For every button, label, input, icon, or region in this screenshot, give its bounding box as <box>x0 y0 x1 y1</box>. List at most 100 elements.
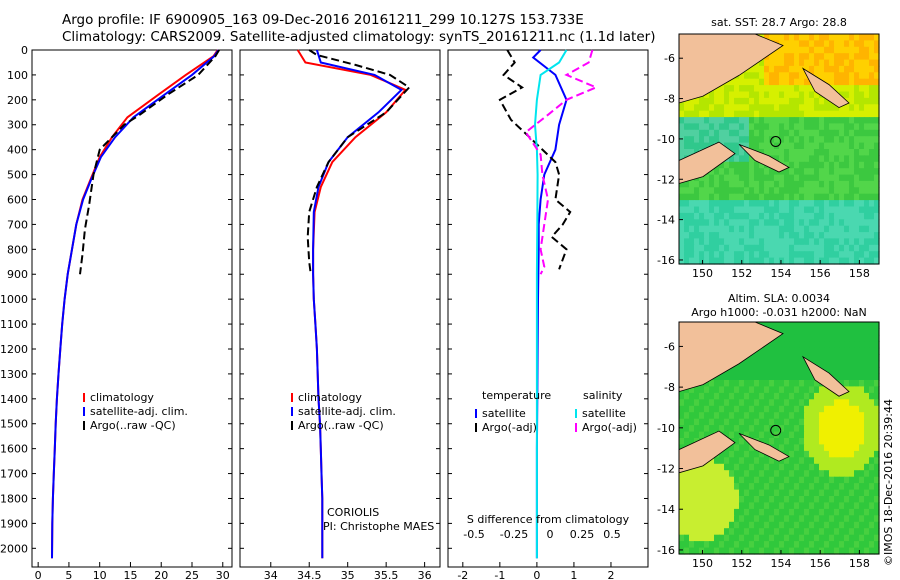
map-pixel <box>819 528 825 536</box>
map-pixel <box>829 322 835 329</box>
map-pixel <box>689 187 695 195</box>
map-pixel <box>709 123 715 131</box>
map-pixel <box>719 399 725 407</box>
map-pixel <box>859 489 865 497</box>
map-pixel <box>744 392 750 400</box>
map-pixel <box>734 386 740 394</box>
map-pixel <box>869 193 875 201</box>
map-pixel <box>724 528 730 536</box>
map-pixel <box>709 180 715 188</box>
map-pixel <box>694 392 700 400</box>
map-pixel <box>844 444 850 452</box>
map-pixel <box>749 508 755 516</box>
map-pixel <box>729 399 735 407</box>
map-pixel <box>819 123 825 131</box>
map-pixel <box>694 117 700 125</box>
map-pixel <box>794 334 800 342</box>
map-pixel <box>839 91 845 99</box>
map-pixel <box>849 104 855 112</box>
map-pixel <box>819 238 825 246</box>
map-pixel <box>749 470 755 478</box>
map-pixel <box>809 418 815 426</box>
map-pixel <box>684 418 690 426</box>
map-pixel <box>784 129 790 137</box>
map-pixel <box>829 257 835 265</box>
map-pixel <box>759 174 765 182</box>
map-pixel <box>779 123 785 131</box>
map-pixel <box>684 193 690 201</box>
map-pixel <box>744 470 750 478</box>
map-pixel <box>839 110 845 118</box>
profile-panel-1: 0 5 10 15 20 25 300100200300400500600700800900… <box>0 44 233 580</box>
map-pixel <box>769 502 775 510</box>
map-pixel <box>844 34 850 41</box>
map-pixel <box>874 104 880 112</box>
map-pixel <box>714 541 720 549</box>
map-pixel <box>824 508 830 516</box>
map-pixel <box>749 251 755 259</box>
map-pixel <box>794 53 800 61</box>
map-pixel <box>824 104 830 112</box>
map-pixel <box>729 463 735 471</box>
map-pixel <box>814 187 820 195</box>
map-pixel <box>779 110 785 118</box>
map-pixel <box>869 161 875 169</box>
map-frame <box>678 321 880 555</box>
map-pixel <box>804 508 810 516</box>
map-pixel <box>824 46 830 54</box>
legend-heading: temperature <box>482 389 551 402</box>
map-pixel <box>764 496 770 503</box>
map-pixel <box>684 515 690 523</box>
map-pixel <box>739 174 745 182</box>
map-pixel <box>759 489 765 497</box>
map-pixel <box>824 187 830 195</box>
map-pixel <box>734 238 740 246</box>
map-pixel <box>814 470 820 478</box>
map-pixel <box>804 418 810 426</box>
map-pixel <box>869 373 875 381</box>
map-pixel <box>694 110 700 118</box>
map-pixel <box>784 412 790 420</box>
map-pixel <box>739 373 745 381</box>
map-pixel <box>859 541 865 549</box>
map-pixel <box>859 193 865 201</box>
map-pixel <box>844 117 850 125</box>
map-x-tick-label: 152 <box>731 267 752 280</box>
x-tick-label: 0 <box>533 569 540 580</box>
map-pixel <box>699 521 705 529</box>
map-pixel <box>704 476 710 484</box>
map-pixel <box>834 78 840 86</box>
map-pixel <box>694 515 700 523</box>
map-pixel <box>839 59 845 67</box>
map-pixel <box>809 65 815 73</box>
map-pixel <box>854 438 860 445</box>
map-pixel <box>744 251 750 259</box>
map-pixel <box>809 425 815 433</box>
map-pixel <box>759 515 765 523</box>
map-pixel <box>869 334 875 342</box>
map-pixel <box>859 212 865 220</box>
map-pixel <box>804 104 810 112</box>
map-pixel <box>809 212 815 220</box>
map-pixel <box>864 251 870 259</box>
map-pixel <box>859 174 865 182</box>
map-pixel <box>829 59 835 67</box>
map-pixel <box>679 142 685 150</box>
map-pixel <box>809 515 815 523</box>
map-pixel <box>789 168 795 176</box>
map-pixel <box>689 206 695 214</box>
map-pixel <box>699 212 705 220</box>
map-pixel <box>709 257 715 265</box>
secondary-tick-label: -0.5 <box>463 528 484 541</box>
map-pixel <box>869 450 875 458</box>
map-pixel <box>839 515 845 523</box>
map-pixel <box>754 225 760 233</box>
map-pixel <box>764 232 770 240</box>
map-pixel <box>864 142 870 150</box>
map-pixel <box>864 405 870 413</box>
map-pixel <box>704 174 710 182</box>
map-pixel <box>779 149 785 156</box>
map-pixel <box>719 187 725 195</box>
map-pixel <box>714 257 720 265</box>
map-pixel <box>694 431 700 439</box>
